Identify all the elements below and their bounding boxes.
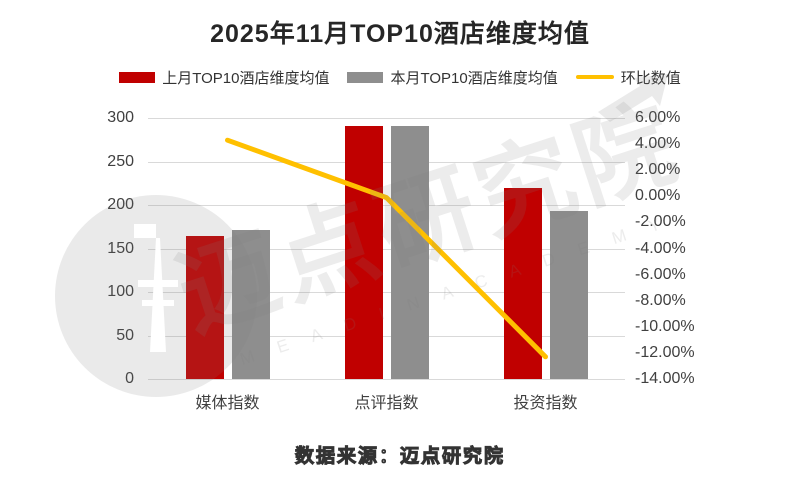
legend-item-1: 本月TOP10酒店维度均值 xyxy=(347,67,558,88)
bar-series0-媒体指数 xyxy=(185,236,224,379)
left-axis-tick: 0 xyxy=(125,370,134,387)
right-axis-tick: 2.00% xyxy=(635,161,681,179)
gridline xyxy=(148,161,625,163)
legend-item-2: 环比数值 xyxy=(575,67,681,88)
gridline xyxy=(148,335,625,337)
left-axis-tick: 100 xyxy=(107,283,134,300)
legend-label: 本月TOP10酒店维度均值 xyxy=(390,69,558,87)
right-axis-tick: 6.00% xyxy=(635,109,681,126)
source-note: 数据来源：迈点研究院 xyxy=(294,446,505,468)
legend-swatch-bar xyxy=(347,71,384,83)
left-axis-tick: 250 xyxy=(107,152,134,170)
right-axis-tick: -10.00% xyxy=(635,317,695,335)
right-axis-tick: -12.00% xyxy=(635,343,695,361)
legend-swatch-line xyxy=(575,75,614,79)
ratio-line-layer xyxy=(225,137,548,360)
gridline xyxy=(148,248,625,250)
right-axis-tick: 0.00% xyxy=(635,187,681,205)
right-axis-tick: 4.00% xyxy=(635,135,681,153)
left-axis-tick: 50 xyxy=(116,326,134,344)
bar-series1-媒体指数 xyxy=(231,230,270,379)
legend-swatch-bar xyxy=(119,71,156,83)
x-axis-label: 投资指数 xyxy=(513,395,578,412)
chart-title: 2025年11月TOP10酒店维度均值 xyxy=(210,20,590,48)
bar-series1-点评指数 xyxy=(390,125,429,379)
gridline xyxy=(148,118,625,119)
legend-item-0: 上月TOP10酒店维度均值 xyxy=(119,67,329,88)
legend-label: 上月TOP10酒店维度均值 xyxy=(162,69,330,87)
gridline xyxy=(148,205,625,206)
right-axis-tick: -6.00% xyxy=(635,265,686,283)
chart-plot-area: 300 250 200 150 100 50 0 6.00% 4.00% 2.00% 0.00% -2… xyxy=(107,109,694,412)
right-axis-tick: -8.00% xyxy=(635,291,686,309)
left-axis-tick: 200 xyxy=(107,196,134,213)
legend: 上月TOP10酒店维度均值 本月TOP10酒店维度均值 环比数值 xyxy=(0,66,800,88)
left-axis-tick: 300 xyxy=(107,109,134,126)
left-axis-tick: 150 xyxy=(107,239,134,257)
right-axis-tick: -4.00% xyxy=(635,239,686,257)
ratio-line xyxy=(225,137,548,360)
legend-label: 环比数值 xyxy=(620,69,681,87)
right-axis-tick: -2.00% xyxy=(635,213,686,231)
x-axis-label: 点评指数 xyxy=(354,395,419,412)
gridline xyxy=(148,379,625,380)
bar-series0-点评指数 xyxy=(344,125,383,379)
gridline xyxy=(148,292,625,293)
right-axis-tick: -14.00% xyxy=(635,370,695,387)
x-axis-label: 媒体指数 xyxy=(195,395,260,412)
bar-series1-投资指数 xyxy=(549,211,588,379)
